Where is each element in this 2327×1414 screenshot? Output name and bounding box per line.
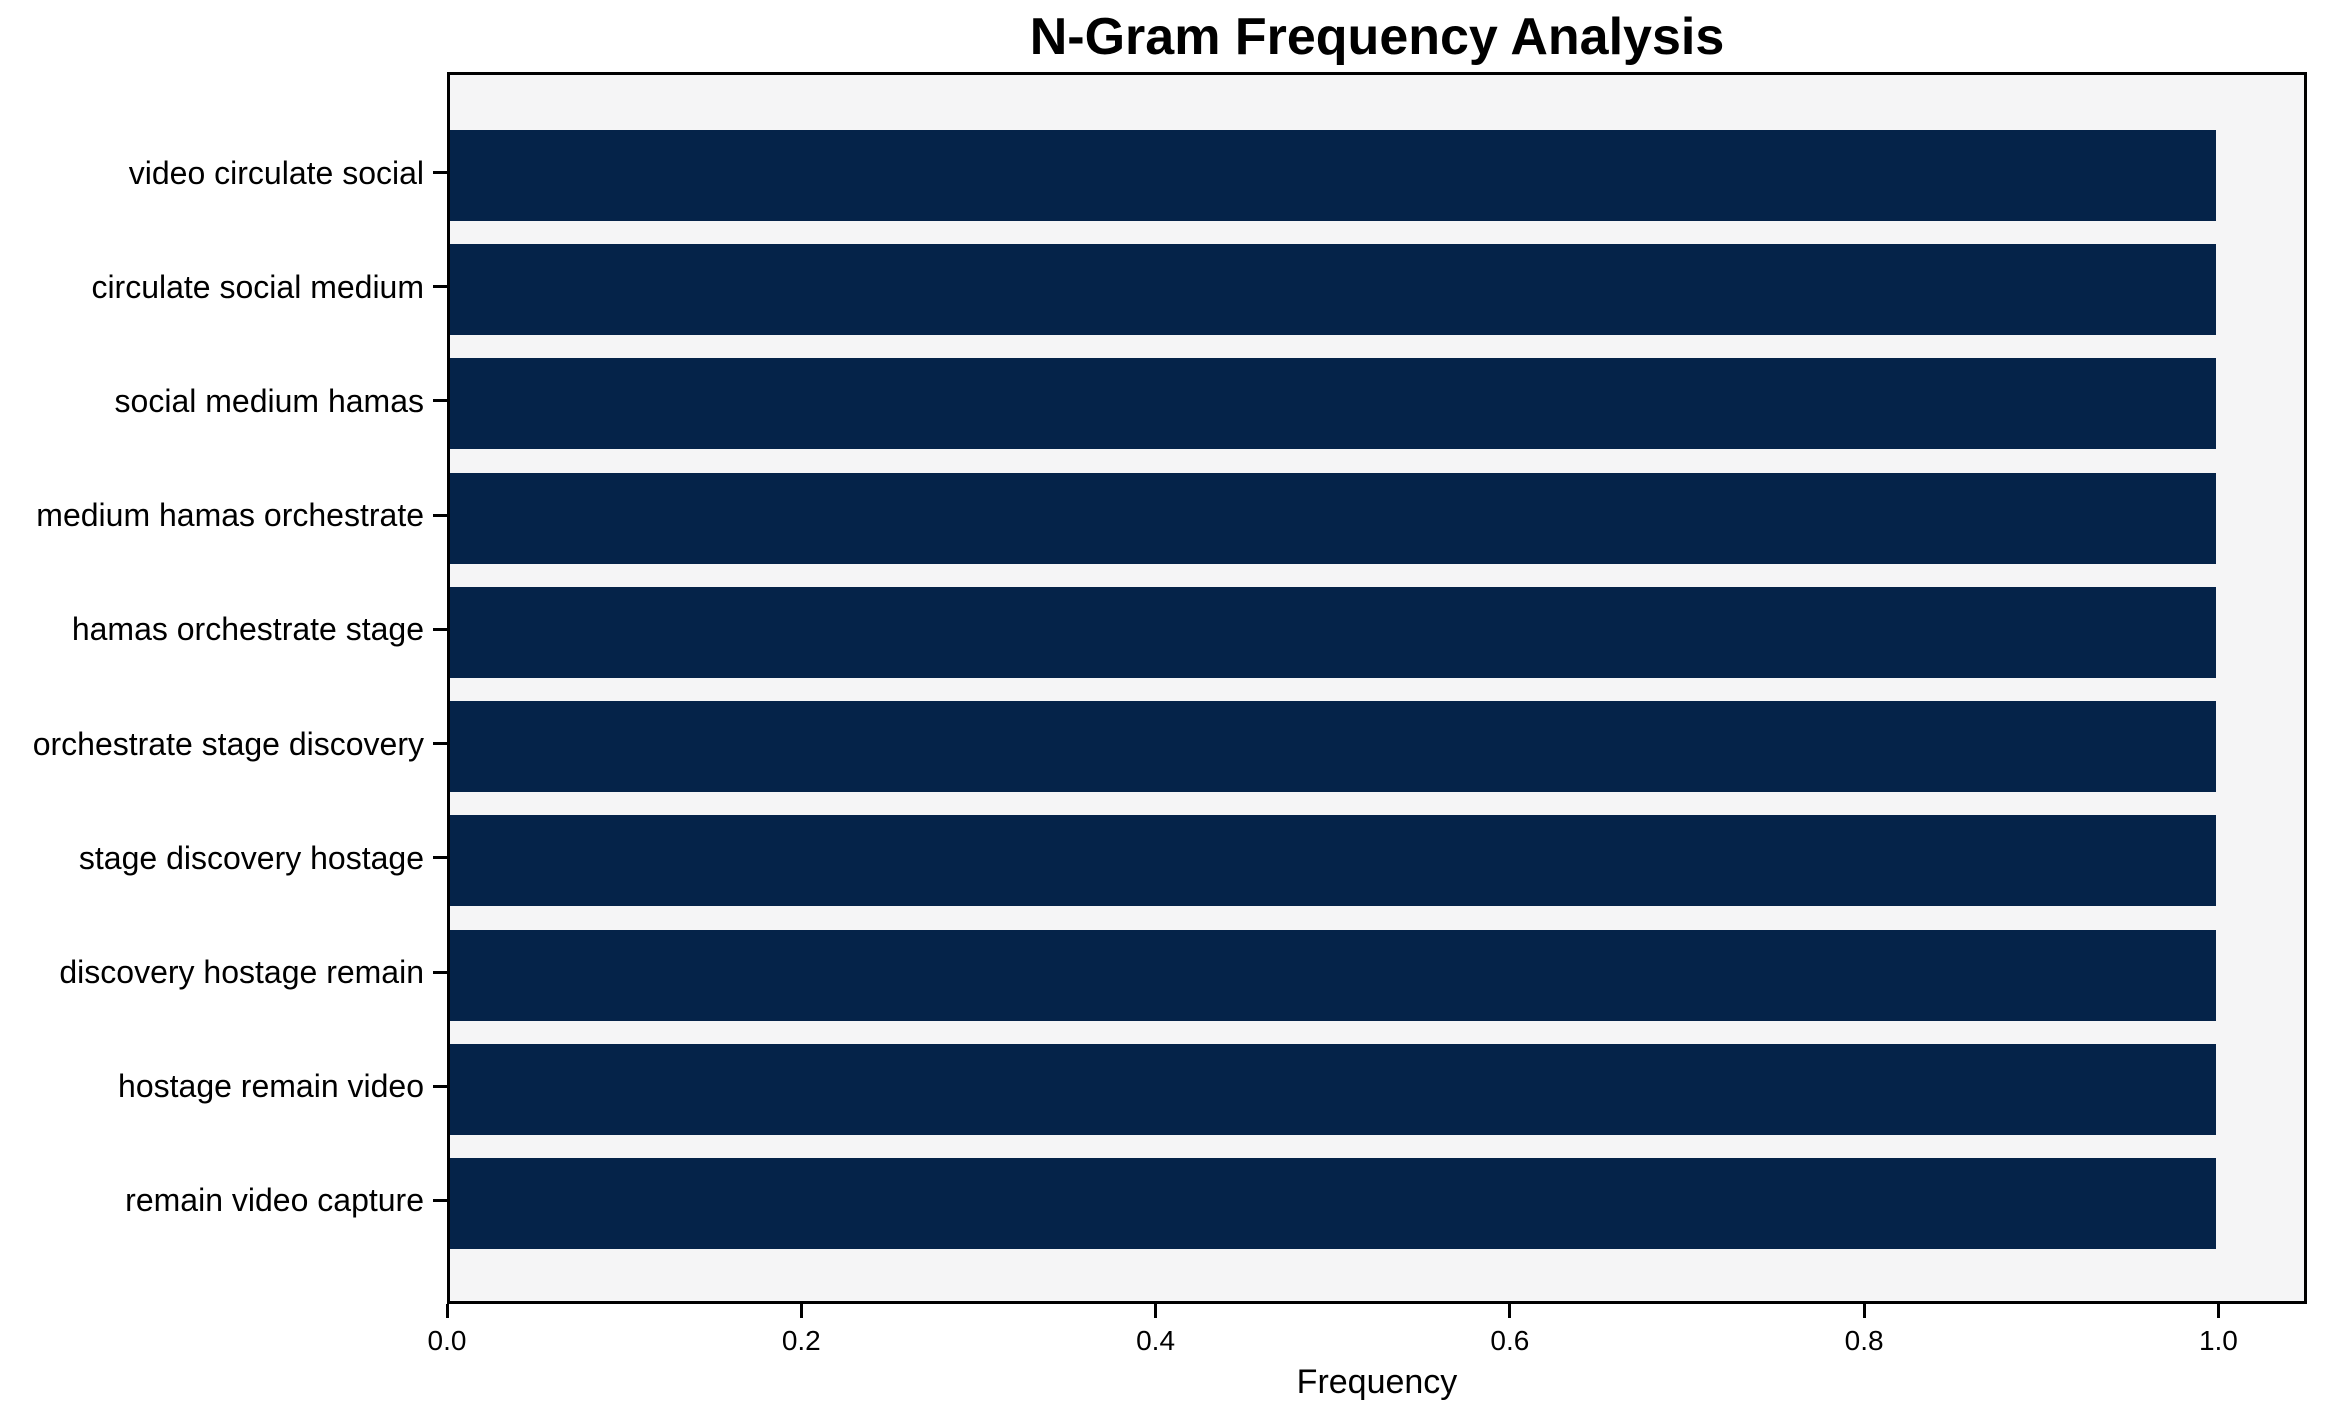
x-tick [1508, 1304, 1512, 1318]
bar [450, 358, 2216, 450]
y-tick [433, 285, 447, 289]
x-tick [445, 1304, 449, 1318]
x-tick [1154, 1304, 1158, 1318]
y-tick-label: stage discovery hostage [78, 839, 424, 876]
y-tick-label: social medium hamas [114, 382, 424, 419]
x-tick-label: 0.2 [781, 1325, 821, 1356]
y-tick-label: circulate social medium [91, 268, 424, 305]
bar [450, 244, 2216, 336]
bar [450, 472, 2216, 564]
bar [450, 701, 2216, 793]
bar [450, 130, 2216, 221]
x-tick [799, 1304, 803, 1318]
x-tick [1862, 1304, 1866, 1318]
y-tick [433, 856, 447, 860]
chart-title: N-Gram Frequency Analysis [1029, 8, 1725, 66]
x-tick-label: 0.8 [1844, 1325, 1884, 1356]
y-tick-label: hamas orchestrate stage [71, 611, 424, 648]
y-tick-label: video circulate social [128, 154, 424, 191]
bar [450, 815, 2216, 907]
x-tick-label: 0.4 [1136, 1325, 1176, 1356]
bar [450, 586, 2216, 678]
x-tick-label: 1.0 [2198, 1325, 2238, 1356]
y-tick [433, 627, 447, 631]
y-tick-label: hostage remain video [118, 1068, 424, 1105]
x-tick-label: 0.0 [427, 1325, 467, 1356]
y-tick [433, 171, 447, 174]
bar [450, 1043, 2216, 1135]
x-tick [2216, 1304, 2220, 1318]
y-tick [433, 1198, 447, 1202]
y-tick [433, 742, 447, 746]
bar [450, 929, 2216, 1021]
plot-area [447, 72, 2307, 1304]
y-tick-label: discovery hostage remain [59, 954, 424, 991]
y-tick [433, 513, 447, 517]
x-tick-label: 0.6 [1490, 1325, 1530, 1356]
y-tick [433, 1084, 447, 1088]
y-tick-label: orchestrate stage discovery [32, 725, 424, 762]
x-axis-label: Frequency [1296, 1363, 1458, 1401]
y-tick-label: medium hamas orchestrate [36, 497, 424, 534]
bar [450, 1157, 2216, 1249]
y-tick [433, 970, 447, 974]
y-tick [433, 399, 447, 403]
y-tick-label: remain video capture [125, 1182, 424, 1219]
